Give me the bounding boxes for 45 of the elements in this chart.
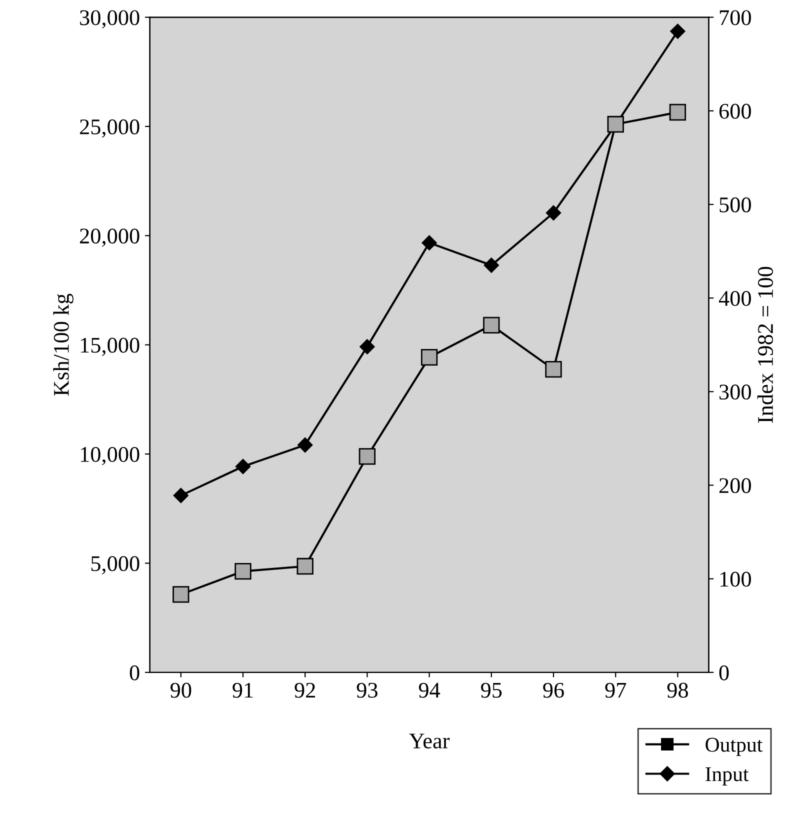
- point: [173, 488, 188, 504]
- point: [546, 205, 562, 220]
- y2-tick-label: 100: [720, 572, 751, 587]
- y-tick-label: 0: [130, 665, 140, 680]
- x-tick-label: 93: [356, 682, 378, 698]
- y-tick-label: 25,000: [80, 119, 140, 138]
- point: [483, 316, 500, 334]
- point: [358, 448, 376, 465]
- point: [670, 24, 686, 39]
- y-axis-title: Ksh/100 kg: [53, 294, 74, 396]
- y2-tick-label: 500: [720, 197, 751, 212]
- x-tick-label: 94: [418, 682, 440, 698]
- x-tick-label: 92: [294, 682, 315, 698]
- y2-axis-title: Index 1982 = 100: [757, 266, 773, 423]
- y-tick-label: 10,000: [80, 446, 140, 466]
- x-axis-title: Year: [409, 734, 450, 748]
- x-tick-label: 97: [605, 682, 626, 698]
- x-tick-label: 91: [232, 682, 253, 698]
- point: [298, 437, 313, 453]
- point: [422, 235, 437, 250]
- x-tick-label: 96: [543, 682, 564, 698]
- point: [420, 348, 438, 366]
- x-tick-label: 98: [667, 682, 688, 698]
- x-tick-label: 90: [170, 682, 192, 698]
- point: [484, 258, 499, 273]
- y2-tick-label: 300: [720, 384, 751, 400]
- y-tick-label: 5,000: [91, 556, 140, 574]
- point: [234, 562, 252, 580]
- x-tick-label: 95: [481, 682, 502, 698]
- y2-tick-label: 700: [720, 10, 751, 26]
- y2-tick-label: 400: [718, 290, 751, 306]
- point: [235, 458, 251, 474]
- legend-label: Input: [706, 767, 749, 786]
- point: [669, 104, 686, 121]
- point: [360, 339, 375, 354]
- point: [296, 558, 314, 575]
- legend-label: Output: [706, 738, 763, 756]
- y-tick-label: 30,000: [80, 10, 140, 28]
- point: [172, 586, 190, 603]
- y-tick-label: 15,000: [80, 338, 140, 356]
- y2-tick-label: 600: [719, 104, 751, 119]
- y2-tick-label: 0: [719, 665, 729, 680]
- y2-tick-label: 200: [719, 478, 751, 494]
- y-tick-label: 20,000: [80, 228, 140, 247]
- point: [545, 360, 562, 378]
